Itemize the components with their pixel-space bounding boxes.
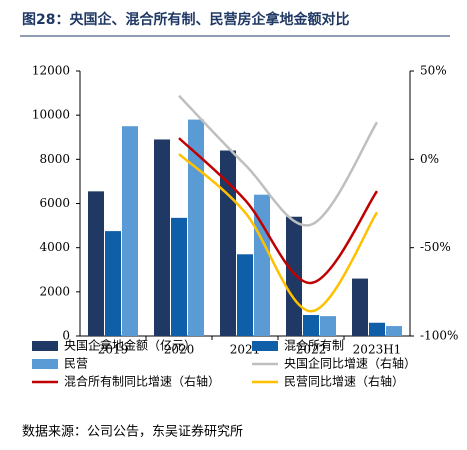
y-tick-label: 2000 [39, 284, 70, 298]
bar [188, 119, 204, 336]
legend-label: 央国企拿地金额（亿元） [64, 338, 196, 353]
legend-label: 央国企同比增速（右轴） [284, 356, 416, 371]
y-tick-label: 6000 [39, 196, 70, 210]
legend-label: 民营同比增速（右轴） [284, 374, 404, 389]
x-tick-label: 2019 [98, 343, 129, 357]
y-tick-label: 4000 [39, 240, 70, 254]
bar [171, 217, 187, 336]
legend-label: 民营 [64, 357, 88, 371]
bar [122, 126, 138, 336]
bar [386, 326, 402, 336]
source: 数据来源：公司公告，东吴证券研究所 [22, 424, 243, 440]
y-tick-label: 0 [62, 329, 70, 343]
x-tick-label: 2022 [296, 343, 327, 357]
legend-swatch [32, 359, 58, 369]
legend-swatch [32, 341, 58, 351]
bar [88, 191, 104, 336]
bar [105, 231, 121, 336]
x-tick-label: 2023H1 [353, 343, 402, 357]
y-tick-label: 12000 [32, 64, 70, 78]
bar [303, 315, 319, 336]
y2-tick-label: 50% [420, 64, 447, 78]
legend-swatch [252, 341, 278, 351]
legend-label: 混合所有制同比增速（右轴） [64, 374, 220, 389]
line [178, 94, 379, 227]
line [178, 153, 379, 313]
line [178, 137, 379, 285]
y2-tick-label: -100% [420, 329, 458, 343]
bar [237, 254, 253, 336]
legend-label: 混合所有制 [284, 338, 344, 353]
y-tick-label: 10000 [32, 108, 70, 122]
bar [320, 316, 336, 336]
bar [369, 322, 385, 336]
bar [154, 139, 170, 336]
y2-tick-label: 0% [420, 152, 439, 166]
x-tick-label: 2020 [164, 343, 195, 357]
bar [352, 278, 368, 336]
y2-tick-label: -50% [420, 240, 451, 254]
chart-title: 图28：央国企、混合所有制、民营房企拿地金额对比 [22, 11, 349, 28]
bar [286, 216, 302, 336]
y-tick-label: 8000 [39, 152, 70, 166]
